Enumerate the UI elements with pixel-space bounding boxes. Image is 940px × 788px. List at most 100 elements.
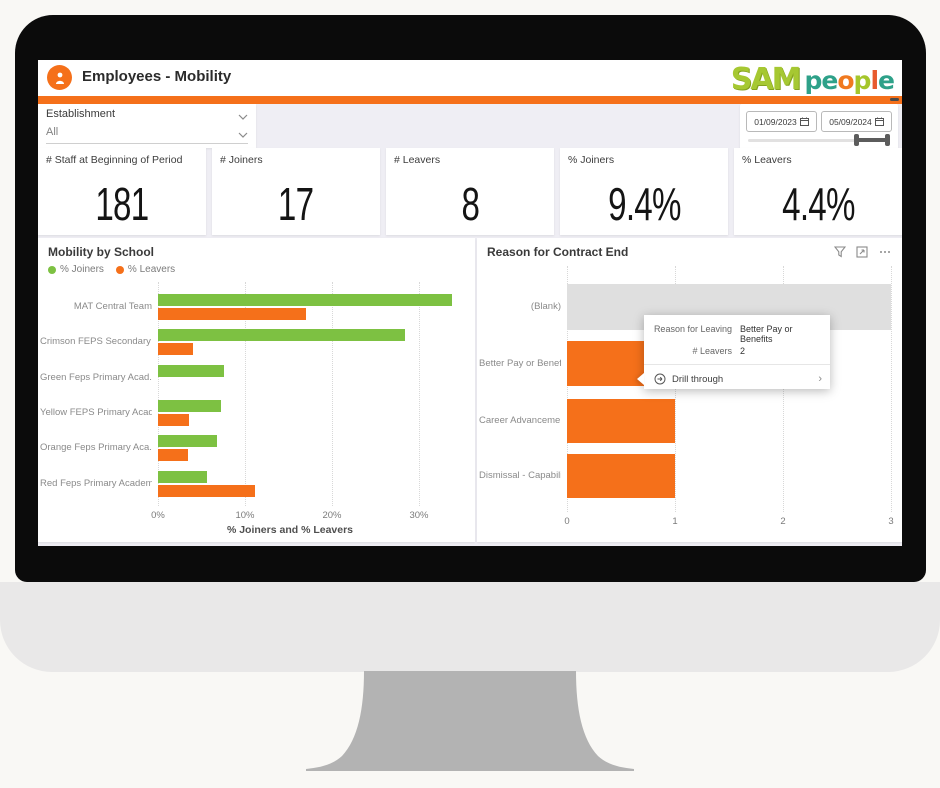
legend-item[interactable]: % Leavers	[115, 264, 176, 275]
establishment-filter[interactable]: Establishment	[46, 108, 248, 124]
x-tick-label: 30%	[409, 510, 429, 521]
category-label: MAT Central Team	[73, 301, 152, 312]
drill-through-button[interactable]: Drill through ›	[644, 365, 830, 385]
joiners-bar[interactable]	[158, 364, 225, 377]
date-range-card: 01/09/2023 05/09/2024	[740, 104, 898, 150]
tooltip-divider	[644, 364, 830, 365]
screen: Employees - Mobility SAM people Establis…	[38, 60, 902, 546]
kpi-label: # Staff at Beginning of Period	[46, 154, 183, 166]
x-tick-label: 0	[564, 516, 570, 527]
reason-bar[interactable]	[567, 454, 675, 498]
visual-header-icons	[834, 246, 892, 258]
filter-label: Establishment	[46, 108, 116, 120]
report-header: Employees - Mobility SAM people	[38, 60, 902, 97]
chevron-down-icon[interactable]	[238, 129, 248, 141]
focus-mode-icon[interactable]	[856, 246, 868, 258]
kpi-value: 4.4%	[781, 177, 855, 230]
brand-letter: e	[878, 66, 895, 95]
leavers-bar[interactable]	[158, 449, 188, 462]
page-title: Employees - Mobility	[82, 68, 232, 85]
brand-letter: p	[804, 66, 822, 95]
reason-bar[interactable]	[567, 399, 675, 443]
brand-letter: o	[837, 66, 854, 95]
reason-for-contract-end-chart: Reason for Contract End 0 1 2 3 (Blank) Bette…	[477, 238, 902, 542]
leavers-bar[interactable]	[158, 308, 306, 320]
chevron-right-icon: ›	[818, 373, 822, 385]
kpi-card: # Joiners 17	[212, 148, 380, 235]
joiners-bar[interactable]	[158, 329, 406, 342]
x-tick-label: 0%	[151, 510, 165, 521]
kpi-value: 9.4%	[607, 177, 681, 230]
monitor-frame: Employees - Mobility SAM people Establis…	[15, 15, 926, 582]
kpi-label: % Leavers	[742, 154, 792, 166]
kpi-card: # Staff at Beginning of Period 181	[38, 148, 206, 235]
tooltip-row-label: Reason for Leaving	[653, 324, 732, 334]
kpi-value: 8	[461, 177, 479, 230]
kpi-value-wrap: 9.4%	[560, 172, 728, 235]
sam-people-logo: SAM people	[730, 62, 895, 97]
tooltip-row-label: # Leavers	[692, 346, 732, 356]
legend-label: % Leavers	[127, 264, 176, 275]
tooltip-row-value: 2	[740, 346, 746, 356]
calendar-icon	[874, 117, 884, 126]
category-label: Yellow FEPS Primary Acad...	[40, 406, 152, 418]
brand-letter: l	[870, 66, 879, 95]
person-icon	[47, 65, 72, 90]
category-label: Better Pay or Benefits	[479, 357, 561, 369]
category-label: Dismissal - Capability	[479, 470, 561, 481]
desk-shadow	[0, 582, 940, 672]
brand-sam-text: SAM	[730, 62, 802, 97]
gridline	[245, 282, 246, 506]
category-label: Crimson FEPS Secondary ...	[40, 336, 152, 348]
monitor-stand	[306, 671, 634, 771]
kpi-value-wrap: 181	[38, 172, 206, 235]
x-tick-label: 2	[780, 516, 786, 527]
gridline	[675, 266, 676, 512]
leavers-bar[interactable]	[158, 484, 256, 497]
dashboard-canvas: Establishment All 01/09/2023	[38, 104, 902, 546]
gridline	[567, 266, 568, 512]
kpi-label: % Joiners	[568, 154, 615, 166]
chart-title: Mobility by School	[48, 245, 155, 259]
leavers-bar[interactable]	[158, 343, 193, 356]
dropdown-value: All	[46, 126, 59, 138]
chart-legend: % Joiners % Leavers	[48, 264, 175, 275]
establishment-dropdown[interactable]: All	[46, 126, 248, 144]
brand-letter: p	[853, 66, 872, 95]
kpi-row: # Staff at Beginning of Period 181 # Joine…	[38, 148, 902, 235]
category-label: Green Feps Primary Acad...	[40, 371, 152, 383]
kpi-label: # Joiners	[220, 154, 263, 166]
category-label: Red Feps Primary Academy	[40, 477, 152, 489]
joiners-bar[interactable]	[158, 470, 207, 483]
calendar-icon	[799, 117, 809, 126]
gridline	[891, 266, 892, 512]
date-slider-track[interactable]	[748, 139, 888, 142]
leavers-bar[interactable]	[158, 413, 190, 426]
drill-through-label: Drill through	[672, 373, 724, 385]
kpi-value-wrap: 8	[386, 172, 554, 235]
tooltip-pointer	[637, 373, 644, 385]
x-axis-title: % Joiners and % Leavers	[226, 524, 354, 536]
filter-icon[interactable]	[834, 246, 846, 258]
legend-label: % Joiners	[60, 264, 104, 275]
joiners-bar[interactable]	[158, 435, 218, 448]
date-slider-handle[interactable]	[854, 133, 890, 147]
x-tick-label: 1	[672, 516, 678, 527]
joiners-bar[interactable]	[158, 294, 453, 306]
legend-item[interactable]: % Joiners	[48, 264, 104, 275]
brand-letter: e	[821, 66, 838, 95]
date-from-input[interactable]: 01/09/2023	[746, 111, 817, 132]
category-label: Career Advancement	[479, 415, 561, 426]
kpi-value-wrap: 17	[212, 172, 380, 235]
gridline	[419, 282, 420, 506]
date-to-input[interactable]: 05/09/2024	[821, 111, 892, 132]
tooltip-row-value: Better Pay or Benefits	[740, 324, 793, 344]
strip-dash	[890, 98, 899, 101]
joiners-bar[interactable]	[158, 399, 221, 412]
drill-through-icon	[654, 373, 666, 385]
accent-strip	[38, 96, 902, 104]
kpi-card: # Leavers 8	[386, 148, 554, 235]
more-options-icon[interactable]	[878, 246, 892, 258]
chevron-down-icon[interactable]	[238, 111, 248, 123]
x-tick-label: 3	[888, 516, 894, 527]
